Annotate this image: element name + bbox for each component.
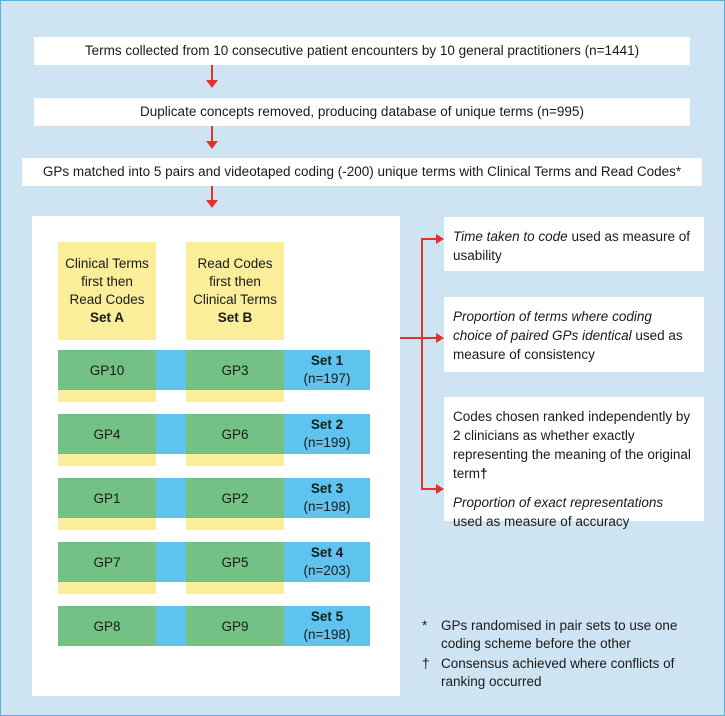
connector-2 [211,126,213,141]
gp-box-a-2: GP4 [58,414,156,454]
branch-line-consistency [421,337,436,339]
arrow-accuracy [436,484,444,494]
set-b-line1: Read Codes [197,256,273,271]
branch-spine [421,238,423,490]
set-a-line2: first then [81,274,133,289]
arrow-consistency [436,333,444,343]
footnote-consensus: † Consensus achieved where conflicts of … [422,655,711,691]
set-b-header: Read Codes first then Clinical Terms Set… [186,242,284,340]
set-name-1: Set 1 [310,353,344,368]
set-name-4: Set 4 [310,545,344,560]
stripe-a-2 [58,454,156,466]
outcome-usability: Time taken to code used as measure of us… [444,217,704,271]
stripe-a-4 [58,582,156,594]
usability-measure: Time taken to code [453,229,568,244]
stripe-a-3 [58,518,156,530]
gp-box-a-1: GP10 [58,350,156,390]
connector-3 [211,186,213,200]
consistency-measure: Proportion of terms where coding choice … [453,309,652,343]
stripe-b-1 [186,390,284,402]
gp-box-a-3: GP1 [58,478,156,518]
step-remove-duplicates: Duplicate concepts removed, producing da… [34,98,690,126]
footnote-mark-asterisk: * [422,618,428,633]
arrow-usability [436,234,444,244]
gp-box-a-4: GP7 [58,542,156,582]
step-collect-terms: Terms collected from 10 consecutive pati… [34,37,690,65]
stripe-b-3 [186,518,284,530]
arrowhead-3 [206,200,218,208]
set-label-5: Set 5 (n=198) [284,606,370,646]
gp-box-a-5: GP8 [58,606,156,646]
branch-stem [400,337,422,339]
connector-1 [211,65,213,80]
footnote-mark-dagger: † [422,656,430,671]
footnote-text-randomised: GPs randomised in pair sets to use one c… [441,618,678,651]
set-label-3: Set 3 (n=198) [284,478,370,518]
accuracy-dagger: † [480,466,488,481]
step-match-pairs: GPs matched into 5 pairs and videotaped … [22,158,702,186]
set-name-5: Set 5 [310,609,344,624]
accuracy-text: used as measure of accuracy [453,514,630,529]
branch-line-usability [421,238,436,240]
stripe-b-2 [186,454,284,466]
set-name-2: Set 2 [310,417,344,432]
accuracy-measure: Proportion of exact representations [453,495,664,510]
set-count-5: (n=198) [303,627,351,642]
footnote-text-consensus: Consensus achieved where conflicts of ra… [441,656,675,689]
set-a-header: Clinical Terms first then Read Codes Set… [58,242,156,340]
outcome-accuracy: Codes chosen ranked independently by 2 c… [444,397,704,529]
gp-box-b-1: GP3 [186,350,284,390]
set-name-3: Set 3 [310,481,344,496]
accuracy-method: Codes chosen ranked independently by 2 c… [453,409,691,481]
stripe-b-4 [186,582,284,594]
consistency-text: used as measure of consistency [453,328,683,362]
gp-box-b-4: GP5 [186,542,284,582]
footnote-randomised: * GPs randomised in pair sets to use one… [422,617,711,653]
set-count-3: (n=198) [303,499,351,514]
set-label-2: Set 2 (n=199) [284,414,370,454]
branch-line-accuracy [421,488,436,490]
arrowhead-1 [206,80,218,88]
gp-box-b-3: GP2 [186,478,284,518]
set-count-1: (n=197) [303,371,351,386]
set-a-line1: Clinical Terms [65,256,149,271]
set-a-label: Set A [89,310,124,325]
set-label-4: Set 4 (n=203) [284,542,370,582]
gp-box-b-2: GP6 [186,414,284,454]
set-b-line3: Clinical Terms [193,292,277,307]
set-label-1: Set 1 (n=197) [284,350,370,390]
set-count-4: (n=203) [303,563,351,578]
set-b-line2: first then [209,274,261,289]
usability-text: used as measure of usability [453,229,691,263]
set-a-line3: Read Codes [69,292,145,307]
arrowhead-2 [206,141,218,149]
outcome-consistency: Proportion of terms where coding choice … [444,297,704,372]
set-count-2: (n=199) [303,435,351,450]
set-b-label: Set B [217,310,253,325]
gp-box-b-5: GP9 [186,606,284,646]
stripe-a-1 [58,390,156,402]
